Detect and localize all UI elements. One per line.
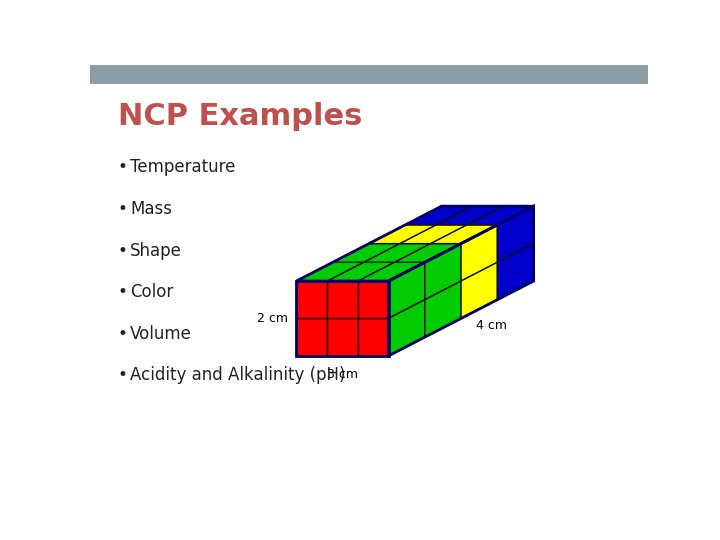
Text: Acidity and Alkalinity (pH): Acidity and Alkalinity (pH): [130, 366, 346, 384]
Polygon shape: [389, 300, 425, 356]
Polygon shape: [297, 262, 364, 281]
Text: •: •: [118, 241, 127, 260]
Polygon shape: [394, 244, 461, 262]
Text: Mass: Mass: [130, 200, 172, 218]
Polygon shape: [333, 244, 400, 262]
Polygon shape: [405, 206, 472, 225]
Polygon shape: [327, 281, 358, 319]
Text: 4 cm: 4 cm: [476, 319, 507, 332]
Polygon shape: [358, 281, 389, 319]
Polygon shape: [498, 244, 534, 300]
Text: •: •: [118, 200, 127, 218]
Polygon shape: [369, 225, 436, 244]
Polygon shape: [358, 319, 389, 356]
Text: Shape: Shape: [130, 241, 182, 260]
Polygon shape: [498, 206, 534, 262]
Text: Temperature: Temperature: [130, 158, 235, 177]
Text: Color: Color: [130, 283, 174, 301]
Polygon shape: [436, 206, 503, 225]
Bar: [90, 65, 648, 84]
Text: •: •: [118, 366, 127, 384]
Polygon shape: [327, 319, 358, 356]
Text: 2 cm: 2 cm: [257, 312, 288, 325]
Text: NCP Examples: NCP Examples: [118, 102, 362, 131]
Polygon shape: [297, 281, 327, 319]
Polygon shape: [461, 225, 498, 281]
Text: Volume: Volume: [130, 325, 192, 343]
Text: •: •: [118, 283, 127, 301]
Polygon shape: [400, 225, 467, 244]
Text: •: •: [118, 325, 127, 343]
Polygon shape: [467, 206, 534, 225]
Polygon shape: [425, 244, 461, 300]
Polygon shape: [461, 262, 498, 319]
Polygon shape: [364, 244, 431, 262]
Polygon shape: [389, 262, 425, 319]
Text: 3 cm: 3 cm: [327, 368, 358, 381]
Polygon shape: [297, 319, 327, 356]
Text: •: •: [118, 158, 127, 177]
Polygon shape: [431, 225, 498, 244]
Polygon shape: [425, 281, 461, 337]
Polygon shape: [327, 262, 394, 281]
Polygon shape: [358, 262, 425, 281]
